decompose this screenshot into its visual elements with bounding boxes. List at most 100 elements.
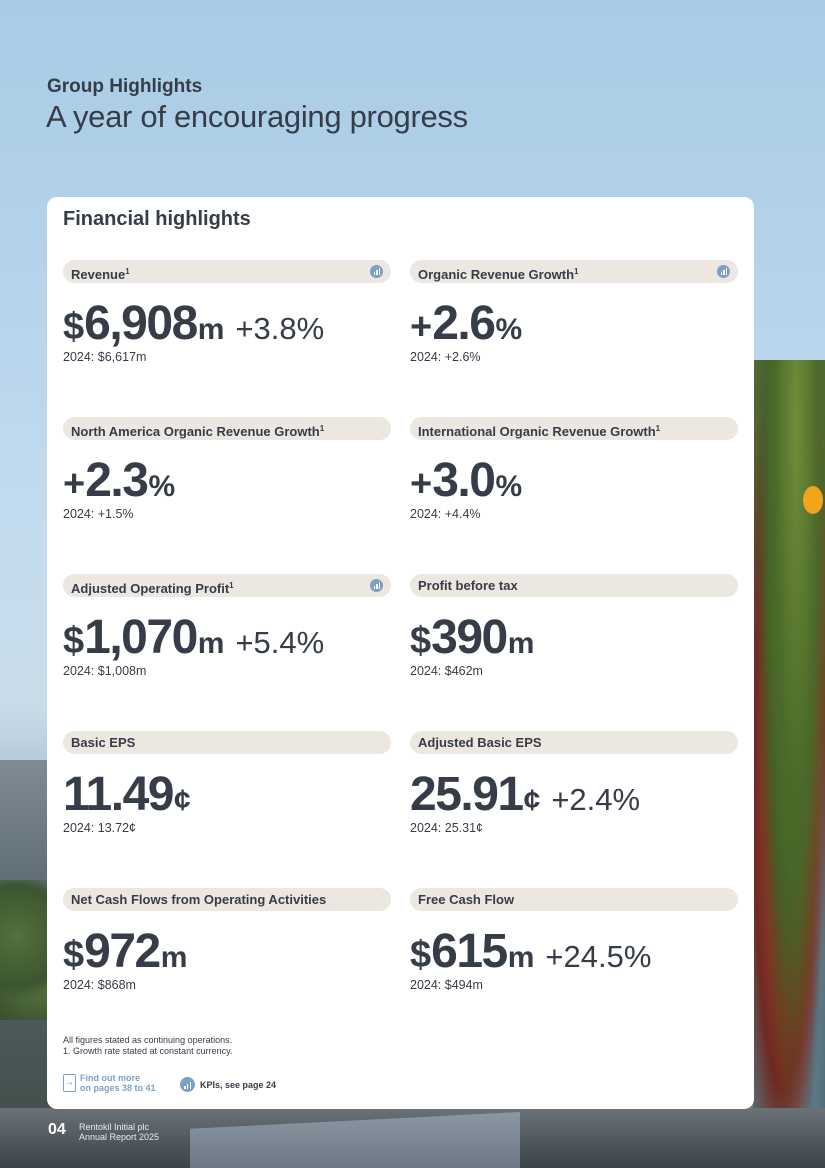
metric-change: +5.4% <box>235 625 325 660</box>
footnote-continuing: All figures stated as continuing operati… <box>63 1035 233 1045</box>
metric-unit: % <box>495 470 523 503</box>
footnote-marker: 1 <box>655 424 661 433</box>
metric-value-line: $1,070 m +5.4% <box>63 610 324 665</box>
metric-label-pill: Revenue1 <box>63 260 391 283</box>
metric-label: Adjusted Basic EPS <box>418 735 542 750</box>
metric-value: 615 <box>431 925 508 978</box>
metric-unit: ¢ <box>173 784 191 817</box>
metric-label: International Organic Revenue Growth <box>418 424 656 439</box>
metric-prefix: $ <box>410 620 432 662</box>
metric-prefix: + <box>63 463 86 505</box>
card-title: Financial highlights <box>63 208 251 230</box>
footnote-marker: 1 <box>574 267 579 276</box>
metric-unit: m <box>197 627 225 660</box>
metric-basic-eps: Basic EPS 11.49 ¢ 2024: 13.72¢ <box>63 731 391 871</box>
metric-label-pill: North America Organic Revenue Growth1 <box>63 417 391 440</box>
metric-value-line: +3.0% <box>410 453 522 508</box>
metric-label-pill: Adjusted Operating Profit1 <box>63 574 391 597</box>
metric-value: 6,908 <box>84 297 198 350</box>
find-out-more-label: Find out more <box>80 1073 140 1083</box>
metric-prior-year: 2024: $868m <box>63 978 136 992</box>
metric-prefix: $ <box>63 620 85 662</box>
kpi-chart-icon[interactable] <box>370 579 383 592</box>
metric-north-america-organic-revenue-growth: North America Organic Revenue Growth1 +2.… <box>63 417 391 557</box>
metric-prior-year: 2024: $1,008m <box>63 664 147 678</box>
footnotes: All figures stated as continuing operati… <box>63 1035 232 1057</box>
metric-label-pill: Adjusted Basic EPS <box>410 731 738 754</box>
metric-label-pill: Profit before tax <box>410 574 738 597</box>
metric-prefix: + <box>410 306 433 348</box>
footnote-marker: 1 <box>125 267 130 276</box>
metric-label: Revenue <box>71 267 126 282</box>
metric-prior-year: 2024: +1.5% <box>63 507 134 521</box>
metric-value: 1,070 <box>84 611 198 664</box>
report-name: Annual Report 2025 <box>79 1132 160 1142</box>
metric-value-line: $390 m <box>410 610 534 665</box>
metric-prefix: $ <box>410 934 432 976</box>
find-out-more-pages: on pages 38 to 41 <box>80 1083 156 1093</box>
metric-unit: ¢ <box>523 784 541 817</box>
metric-prior-year: 2024: $462m <box>410 664 483 678</box>
kpi-link[interactable]: KPIs, see page 24 <box>180 1077 276 1092</box>
metric-label: Profit before tax <box>418 578 518 593</box>
metric-label: Adjusted Operating Profit <box>71 581 230 596</box>
metric-value: 25.91 <box>410 768 524 821</box>
metric-prior-year: 2024: +2.6% <box>410 350 481 364</box>
metric-value: 2.3 <box>85 454 149 507</box>
metric-prefix: $ <box>63 934 85 976</box>
metric-label-pill: Organic Revenue Growth1 <box>410 260 738 283</box>
metric-unit: m <box>507 941 535 974</box>
kpi-chart-icon[interactable] <box>717 265 730 278</box>
metric-label: Net Cash Flows from Operating Activities <box>71 892 327 907</box>
metric-value-line: +2.3% <box>63 453 175 508</box>
metric-prefix: + <box>410 463 433 505</box>
metric-prefix: $ <box>63 306 85 348</box>
metric-change: +2.4% <box>551 782 641 817</box>
metric-prior-year: 2024: $6,617m <box>63 350 147 364</box>
metric-prior-year: 2024: $494m <box>410 978 483 992</box>
metric-label-pill: Net Cash Flows from Operating Activities <box>63 888 391 911</box>
metric-label: North America Organic Revenue Growth <box>71 424 320 439</box>
metric-label: Basic EPS <box>71 735 136 750</box>
kpi-chart-icon[interactable] <box>370 265 383 278</box>
metric-value-line: $615 m +24.5% <box>410 924 651 979</box>
metric-value-line: 25.91 ¢ +2.4% <box>410 767 640 822</box>
metric-value: 972 <box>84 925 161 978</box>
footer-report-info: Rentokil Initial plc Annual Report 2025 <box>79 1122 159 1142</box>
metric-value: 3.0 <box>432 454 496 507</box>
metric-unit: % <box>495 313 523 346</box>
metric-prior-year: 2024: 25.31¢ <box>410 821 483 835</box>
metric-net-cash-flows-from-operating-activities: Net Cash Flows from Operating Activities… <box>63 888 391 1028</box>
background-flower <box>803 486 823 514</box>
metric-change: +3.8% <box>235 311 325 346</box>
metric-prior-year: 2024: +4.4% <box>410 507 481 521</box>
bar-chart-circle-icon <box>180 1077 195 1092</box>
financial-highlights-card: Financial highlights Revenue1 $6,908 m +3.8… <box>47 197 754 1109</box>
background-vertical-garden <box>753 360 825 1168</box>
metric-revenue: Revenue1 $6,908 m +3.8% 2024: $6,617m <box>63 260 391 400</box>
metric-value-line: +2.6% <box>410 296 522 351</box>
metric-value-line: 11.49 ¢ <box>63 767 191 822</box>
kpi-link-label: KPIs, see page 24 <box>200 1079 277 1090</box>
metric-adjusted-basic-eps: Adjusted Basic EPS 25.91 ¢ +2.4% 2024: 25.31… <box>410 731 738 871</box>
metric-international-organic-revenue-growth: International Organic Revenue Growth1 +3.… <box>410 417 738 557</box>
find-out-more-link[interactable]: → Find out more on pages 38 to 41 <box>63 1073 156 1093</box>
metric-value: 2.6 <box>432 297 496 350</box>
company-name: Rentokil Initial plc <box>79 1122 150 1132</box>
metric-unit: m <box>197 313 225 346</box>
metric-free-cash-flow: Free Cash Flow $615 m +24.5% 2024: $494m <box>410 888 738 1028</box>
metric-label-pill: Free Cash Flow <box>410 888 738 911</box>
metric-organic-revenue-growth: Organic Revenue Growth1 +2.6% 2024: +2.6% <box>410 260 738 400</box>
metric-prior-year: 2024: 13.72¢ <box>63 821 136 835</box>
metric-value: 390 <box>431 611 508 664</box>
metric-value-line: $6,908 m +3.8% <box>63 296 324 351</box>
section-eyebrow: Group Highlights <box>47 76 203 97</box>
metric-label-pill: International Organic Revenue Growth1 <box>410 417 738 440</box>
document-arrow-icon: → <box>63 1074 76 1092</box>
metric-label: Organic Revenue Growth <box>418 267 575 282</box>
footnote-constant-currency: 1. Growth rate stated at constant curren… <box>63 1046 233 1056</box>
metric-adjusted-operating-profit: Adjusted Operating Profit1 $1,070 m +5.4% 20… <box>63 574 391 714</box>
page-number: 04 <box>48 1121 66 1138</box>
metric-unit: % <box>148 470 176 503</box>
metric-value: 11.49 <box>63 768 174 821</box>
